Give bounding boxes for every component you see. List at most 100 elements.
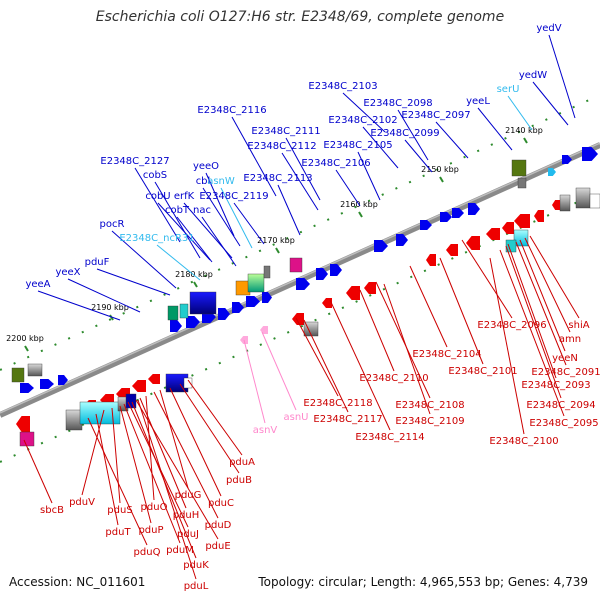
gene-label-reverse: pduB — [226, 475, 252, 486]
tick-label: 2190 kbp — [91, 303, 129, 312]
gene-box — [559, 194, 571, 212]
gene-label-reverse: E2348C_2104 — [412, 349, 481, 360]
gene-box — [183, 377, 193, 389]
gene-labels: yedVyedWserUyeeLE2348C_2103E2348C_2098E2… — [25, 23, 600, 592]
gene-label-forward: E2348C_2102 — [328, 115, 397, 126]
gene-label-forward: cobS — [143, 170, 167, 181]
gene-label-forward: pduF — [85, 257, 110, 268]
leader-line — [220, 187, 253, 249]
leader-line — [159, 389, 189, 489]
forward-gene-arrow — [420, 220, 432, 230]
tick-mark — [193, 281, 198, 288]
gene-box — [511, 159, 527, 177]
leader-line — [37, 290, 121, 321]
reverse-gene-arrow — [292, 313, 304, 325]
gene-box — [289, 257, 303, 273]
gene-label-forward: yeeX — [55, 267, 80, 278]
reverse-gene-arrow — [534, 210, 544, 222]
gene-label-forward: E2348C_2098 — [363, 98, 432, 109]
leader-line — [67, 278, 141, 313]
figure-title: Escherichia coli O127:H6 str. E2348/69, … — [95, 9, 505, 25]
leader-line — [179, 383, 240, 474]
label-leader-lines — [23, 34, 580, 580]
gene-label-forward: E2348C_2103 — [308, 81, 377, 92]
forward-gene-arrow — [396, 234, 408, 246]
gene-label-reverse: yeeN — [552, 353, 578, 364]
gene-label-forward: cobT — [165, 205, 190, 216]
gene-box — [575, 187, 591, 209]
gene-box — [263, 265, 271, 279]
leader-line — [285, 137, 321, 201]
gene-label-reverse: pduP — [138, 525, 163, 536]
leader-line — [231, 116, 277, 197]
leader-line — [524, 237, 571, 333]
forward-gene-arrow — [296, 278, 310, 290]
leader-line — [281, 152, 319, 211]
leader-line — [499, 249, 565, 417]
gene-label-reverse: pduC — [208, 498, 234, 509]
gene-label-reverse: sbcB — [40, 505, 64, 516]
forward-gene-arrow — [58, 375, 68, 385]
reverse-gene-arrow — [486, 228, 500, 240]
leader-line — [409, 265, 448, 348]
reverse-gene-arrow — [426, 254, 436, 266]
leader-line — [335, 169, 361, 207]
reverse-gene-arrow — [346, 286, 360, 300]
gene-label-forward: cbl — [196, 176, 211, 187]
gene-label-reverse: E2348C_2100 — [489, 436, 558, 447]
tick-mark — [523, 137, 528, 144]
leader-line — [477, 107, 513, 151]
forward-gene-arrow — [246, 296, 260, 307]
gene-box — [179, 303, 189, 319]
topology-text: Topology: circular; Length: 4,965,553 bp… — [258, 575, 588, 589]
gene-label-forward: E2348C_2105 — [323, 140, 392, 151]
gene-box — [27, 363, 43, 377]
gene-label-reverse: pduJ — [177, 529, 199, 540]
gene-label-forward: pocR — [100, 219, 125, 230]
forward-gene-arrow — [562, 155, 572, 164]
forward-gene-arrow — [440, 212, 452, 222]
gene-label-reverse: E2348C_2094 — [526, 400, 595, 411]
reverse-gene-arrow — [446, 244, 458, 256]
leader-line — [205, 172, 235, 237]
leader-line — [342, 92, 386, 133]
gene-box — [247, 273, 265, 293]
leader-line — [329, 299, 391, 431]
gene-label-reverse: pduM — [166, 545, 194, 556]
leader-line — [383, 283, 431, 415]
gene-label-reverse: E2348C_2114 — [355, 432, 424, 443]
leader-line — [529, 235, 580, 319]
forward-gene-arrow — [468, 203, 480, 215]
forward-gene-arrow — [374, 240, 388, 252]
leader-line — [515, 241, 567, 366]
tick-mark — [275, 247, 280, 254]
gene-box — [65, 409, 83, 431]
gene-label-forward: yeeL — [466, 96, 490, 107]
leader-line — [243, 339, 266, 424]
accession-text: Accession: NC_011601 — [9, 575, 146, 589]
leader-line — [261, 331, 297, 411]
leader-line — [295, 317, 339, 397]
gene-label-forward: yedW — [519, 70, 547, 81]
gene-label-reverse: pduO — [141, 502, 168, 513]
leader-line — [507, 243, 557, 379]
gene-label-reverse: E2348C_2093 — [521, 380, 590, 391]
gene-label-forward: E2348C_2111 — [251, 126, 320, 137]
gene-label-forward: E2348C_ncR31 — [119, 233, 194, 244]
gene-label-reverse: pduH — [173, 510, 200, 521]
leader-line — [96, 268, 171, 296]
reverse-gene-arrow — [502, 222, 514, 234]
gene-label-forward: E2348C_2113 — [243, 173, 312, 184]
reverse-gene-arrow — [322, 298, 332, 308]
leader-line — [134, 167, 181, 243]
leader-line — [123, 403, 181, 544]
leader-line — [156, 244, 201, 281]
gene-label-reverse: pduK — [183, 560, 209, 571]
tick-mark — [24, 345, 29, 352]
reverse-gene-arrow — [514, 214, 530, 228]
gene-label-reverse: E2348C_2109 — [395, 416, 464, 427]
leader-line — [357, 151, 381, 201]
leader-line — [119, 405, 152, 524]
